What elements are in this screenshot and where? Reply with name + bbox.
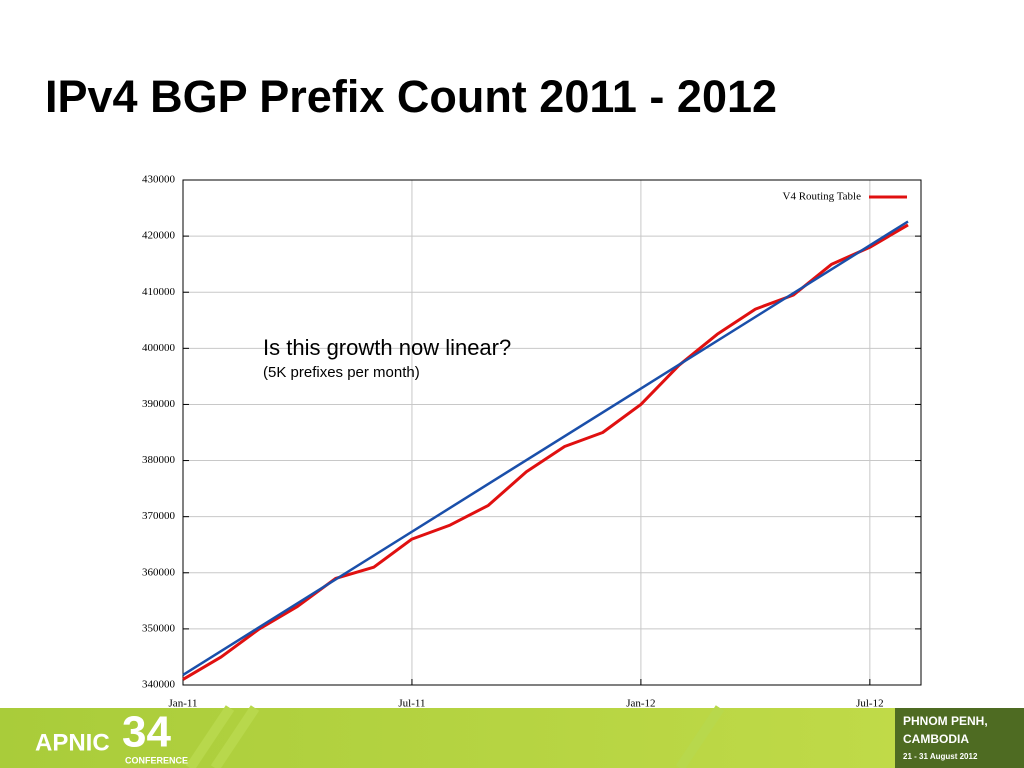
annotation: Is this growth now linear? <box>263 335 511 360</box>
chart-title: IPv4 BGP Prefix Count 2011 - 2012 <box>45 71 777 122</box>
y-tick-label: 390000 <box>142 398 176 410</box>
annotation: (5K prefixes per month) <box>263 364 420 381</box>
footer-band <box>0 708 1024 768</box>
footer-stripes <box>185 705 725 768</box>
y-tick-label: 430000 <box>142 174 176 186</box>
y-tick-label: 340000 <box>142 679 176 691</box>
trend-line <box>182 220 909 676</box>
y-tick-label: 420000 <box>142 230 176 242</box>
x-tick-label: Jan-12 <box>626 698 655 710</box>
footer-country: CAMBODIA <box>903 732 969 746</box>
footer-number: 34 <box>122 708 171 757</box>
footer-location-box <box>895 708 1024 768</box>
y-tick-label: 370000 <box>142 510 176 522</box>
y-tick-label: 350000 <box>142 622 176 634</box>
y-tick-label: 400000 <box>142 342 176 354</box>
legend-label: V4 Routing Table <box>783 191 862 203</box>
y-tick-label: 360000 <box>142 566 176 578</box>
footer-dates: 21 - 31 August 2012 <box>903 752 978 761</box>
chart: 340000 350000 360000 370000 380000 390000 4000… <box>142 174 922 710</box>
footer-org: APNIC <box>35 729 110 756</box>
x-tick-label: Jan-11 <box>169 698 198 710</box>
footer-event: CONFERENCE <box>125 755 188 765</box>
y-tick-label: 410000 <box>142 286 176 298</box>
y-tick-label: 380000 <box>142 454 176 466</box>
x-tick-label: Jul-12 <box>856 698 884 710</box>
plot-frame <box>182 179 922 686</box>
footer-city: PHNOM PENH, <box>903 714 988 728</box>
footer: APNIC 34 CONFERENCE PHNOM PENH, CAMBODIA… <box>0 705 1024 768</box>
x-tick-label: Jul-11 <box>398 698 425 710</box>
